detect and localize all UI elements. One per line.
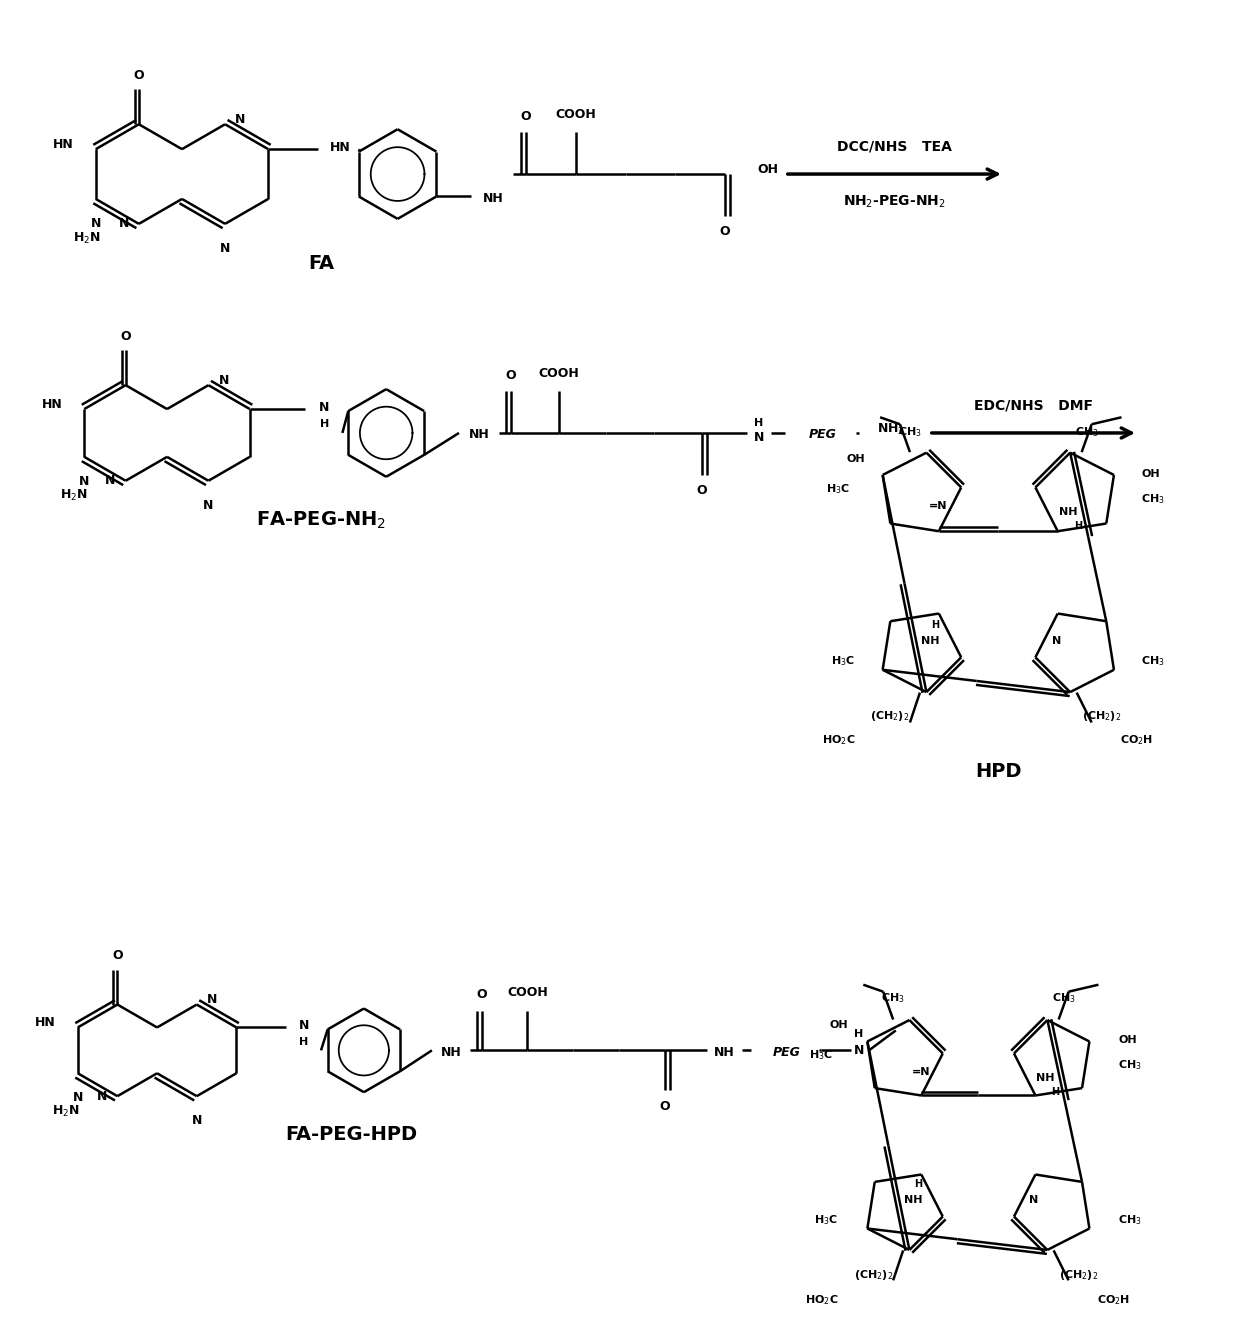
Text: N: N [754, 431, 764, 444]
Text: NH$_2$: NH$_2$ [878, 422, 905, 436]
Text: NH: NH [1059, 506, 1078, 517]
Text: N: N [236, 112, 246, 126]
Text: N: N [299, 1019, 309, 1032]
Text: NH: NH [904, 1195, 923, 1206]
Text: N: N [1053, 636, 1061, 646]
Text: N: N [105, 475, 115, 488]
Text: NH: NH [440, 1046, 461, 1059]
Text: FA: FA [309, 254, 335, 274]
Text: H: H [914, 1179, 923, 1190]
Text: O: O [506, 369, 516, 382]
Text: PEG: PEG [773, 1046, 800, 1059]
Text: NH: NH [714, 1046, 735, 1059]
Text: O: O [112, 949, 123, 962]
Text: N: N [854, 1044, 864, 1056]
Text: H: H [754, 418, 764, 428]
Text: HN: HN [35, 1017, 56, 1029]
Text: NH: NH [1037, 1072, 1055, 1083]
Text: N: N [319, 401, 330, 414]
Text: CH$_3$: CH$_3$ [1141, 654, 1166, 668]
Text: CO$_2$H: CO$_2$H [1096, 1293, 1130, 1307]
Text: N: N [1029, 1195, 1038, 1206]
Text: H$_2$N: H$_2$N [52, 1104, 79, 1118]
Text: N: N [119, 217, 129, 230]
Text: (CH$_2$)$_2$: (CH$_2$)$_2$ [1083, 709, 1121, 723]
Text: H$_2$N: H$_2$N [60, 488, 88, 504]
Text: HO$_2$C: HO$_2$C [822, 734, 856, 747]
Text: NH: NH [469, 428, 490, 442]
Text: CH$_3$: CH$_3$ [898, 426, 921, 439]
Text: N: N [191, 1114, 202, 1128]
Text: FA-PEG-HPD: FA-PEG-HPD [285, 1125, 418, 1145]
Text: N: N [73, 1091, 83, 1104]
Text: O: O [719, 225, 730, 238]
Text: (CH$_2$)$_2$: (CH$_2$)$_2$ [853, 1268, 893, 1282]
Text: HPD: HPD [975, 761, 1022, 781]
Text: =N: =N [911, 1067, 930, 1076]
Text: H: H [320, 419, 329, 430]
Text: H: H [300, 1038, 309, 1047]
Text: H: H [854, 1030, 863, 1039]
Text: O: O [697, 484, 707, 497]
Text: (CH$_2$)$_2$: (CH$_2$)$_2$ [1059, 1268, 1099, 1282]
Text: H: H [931, 620, 939, 629]
Text: OH: OH [847, 453, 866, 464]
Text: O: O [476, 988, 487, 1001]
Text: CH$_3$: CH$_3$ [1118, 1058, 1142, 1072]
Text: H: H [1052, 1087, 1060, 1096]
Text: O: O [660, 1100, 670, 1113]
Text: N: N [91, 217, 100, 230]
Text: COOH: COOH [556, 108, 596, 120]
Text: H$_3$C: H$_3$C [810, 1048, 833, 1062]
Text: OH: OH [830, 1019, 848, 1030]
Text: PEG: PEG [808, 428, 836, 442]
Text: CO$_2$H: CO$_2$H [1120, 734, 1153, 747]
Text: OH: OH [756, 163, 777, 176]
Text: COOH: COOH [507, 986, 548, 999]
Text: H$_2$N: H$_2$N [73, 231, 100, 246]
Text: COOH: COOH [538, 366, 579, 379]
Text: FA-PEG-NH$_2$: FA-PEG-NH$_2$ [257, 510, 386, 531]
Text: HN: HN [42, 398, 62, 411]
Text: O: O [134, 69, 144, 82]
Text: CH$_3$: CH$_3$ [1118, 1214, 1142, 1227]
Text: NH$_2$-PEG-NH$_2$: NH$_2$-PEG-NH$_2$ [843, 194, 946, 210]
Text: O: O [521, 110, 531, 123]
Text: EDC/NHS   DMF: EDC/NHS DMF [973, 398, 1092, 412]
Text: CH$_3$: CH$_3$ [1075, 426, 1099, 439]
Text: O: O [120, 330, 131, 342]
Text: CH$_3$: CH$_3$ [882, 992, 905, 1005]
Text: HN: HN [330, 140, 350, 153]
Text: H: H [1075, 521, 1083, 531]
Text: N: N [203, 498, 213, 512]
Text: HN: HN [53, 137, 74, 151]
Text: =N: =N [929, 501, 947, 510]
Text: CH$_3$: CH$_3$ [1052, 992, 1075, 1005]
Text: N: N [218, 374, 228, 387]
Text: N: N [79, 475, 89, 488]
Text: NH: NH [920, 636, 939, 646]
Text: NH: NH [482, 192, 503, 205]
Text: H$_3$C: H$_3$C [815, 1214, 838, 1227]
Text: H$_3$C: H$_3$C [831, 654, 856, 668]
Text: CH$_3$: CH$_3$ [1141, 492, 1166, 506]
Text: N: N [97, 1089, 108, 1103]
Text: (CH$_2$)$_2$: (CH$_2$)$_2$ [870, 709, 910, 723]
Text: OH: OH [1118, 1035, 1137, 1044]
Text: N: N [207, 993, 217, 1006]
Text: OH: OH [1141, 469, 1161, 479]
Text: H$_3$C: H$_3$C [826, 483, 851, 496]
Text: HO$_2$C: HO$_2$C [805, 1293, 838, 1307]
Text: DCC/NHS   TEA: DCC/NHS TEA [837, 139, 952, 153]
Text: N: N [219, 242, 231, 255]
